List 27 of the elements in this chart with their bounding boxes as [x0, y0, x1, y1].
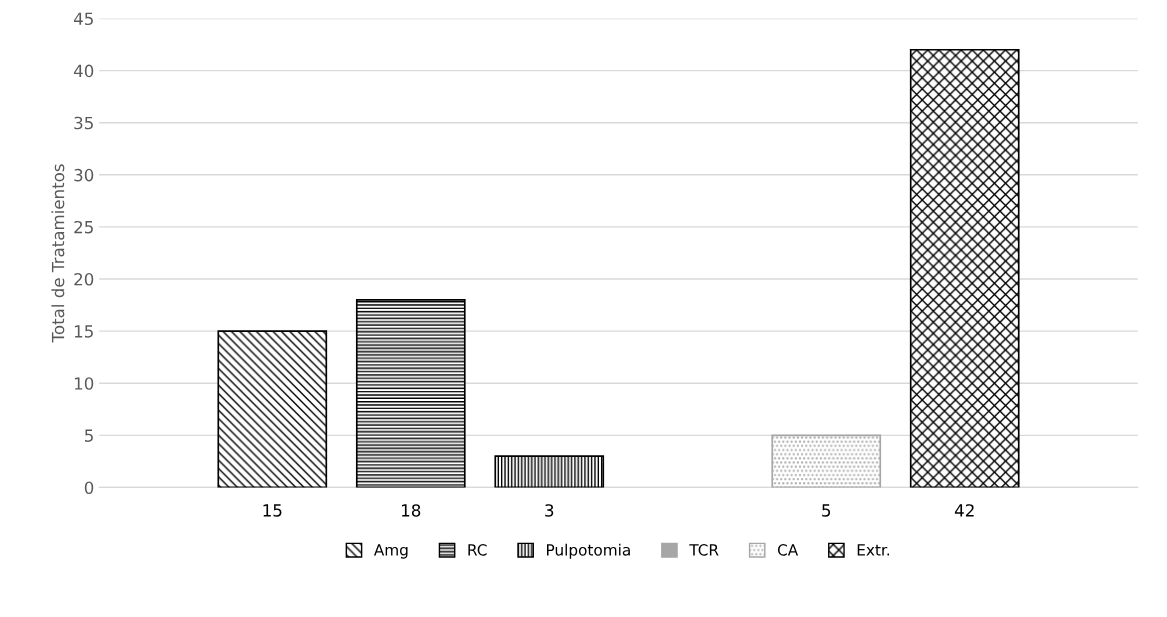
y-tick-label: 35 — [74, 116, 93, 130]
data-label: 18 — [402, 504, 421, 517]
y-tick-label: 30 — [74, 168, 94, 182]
y-tick-label: 5 — [85, 429, 93, 442]
legend-label: RC — [468, 544, 487, 556]
legend-label: Extr. — [857, 544, 890, 556]
y-tick-label: 45 — [73, 12, 93, 26]
data-label: 15 — [263, 504, 282, 517]
data-label: 42 — [954, 504, 974, 517]
legend-label: Amg — [373, 544, 408, 559]
y-tick-label: 40 — [73, 64, 94, 78]
legend-label: CA — [777, 544, 799, 556]
y-tick-label: 20 — [74, 272, 94, 286]
y-tick-label: 15 — [74, 325, 93, 338]
bar — [771, 434, 882, 488]
bar — [494, 455, 605, 488]
legend-label: TCR — [689, 544, 719, 556]
y-tick-label: 0 — [84, 481, 94, 494]
y-axis-title: Total de Tratamientos — [51, 164, 65, 343]
y-tick-label: 25 — [74, 220, 93, 234]
bar — [355, 299, 466, 488]
data-label: 5 — [822, 504, 831, 517]
bar — [217, 330, 328, 488]
y-tick-label: 10 — [74, 377, 94, 390]
legend-label: Pulpotomia — [547, 543, 630, 559]
bar — [909, 48, 1020, 488]
data-label: 3 — [545, 504, 554, 517]
